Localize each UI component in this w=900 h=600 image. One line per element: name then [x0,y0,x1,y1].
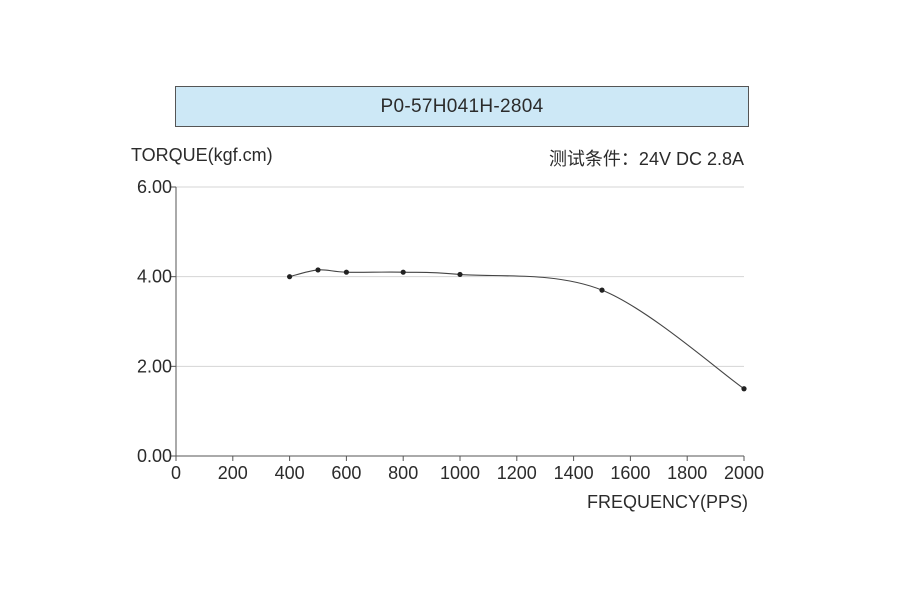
x-tick-label: 400 [275,463,305,483]
y-tick-label: 6.00 [137,177,172,197]
x-tick-label: 0 [171,463,181,483]
x-tick-label: 1200 [497,463,537,483]
torque-curve [289,269,745,390]
data-point [343,269,349,275]
x-tick-label: 200 [218,463,248,483]
data-point [741,386,747,392]
x-axis-title: FREQUENCY(PPS) [586,492,748,512]
x-tick-label: 600 [331,463,361,483]
chart-title-box: P0-57H041H-2804 [175,86,749,127]
data-point [400,269,406,275]
chart-title: P0-57H041H-2804 [380,95,544,117]
x-tick-labels: 0 200 400 600 800 1000 1200 1400 1600 1800 2000 [171,463,764,483]
x-tick-label: 2000 [724,463,764,483]
x-tick-label: 1000 [440,463,480,483]
x-tick-label: 800 [388,463,418,483]
y-tick-label: 2.00 [137,356,172,376]
y-tick-labels: 0.00 2.00 4.00 6.00 [137,177,172,466]
x-tick-label: 1600 [610,463,650,483]
data-point [599,287,605,293]
x-tick-label: 1800 [667,463,707,483]
y-axis-title: TORQUE(kgf.cm) [131,145,273,165]
data-point [457,271,463,278]
data-point [315,267,321,273]
axis-layer [170,186,745,461]
test-condition-note: 测试条件：24V DC 2.8A [548,149,744,169]
y-tick-label: 0.00 [137,446,172,466]
x-tick-label: 1400 [554,463,594,483]
y-tick-label: 4.00 [137,267,172,287]
data-points [287,267,747,392]
data-point [287,274,293,280]
